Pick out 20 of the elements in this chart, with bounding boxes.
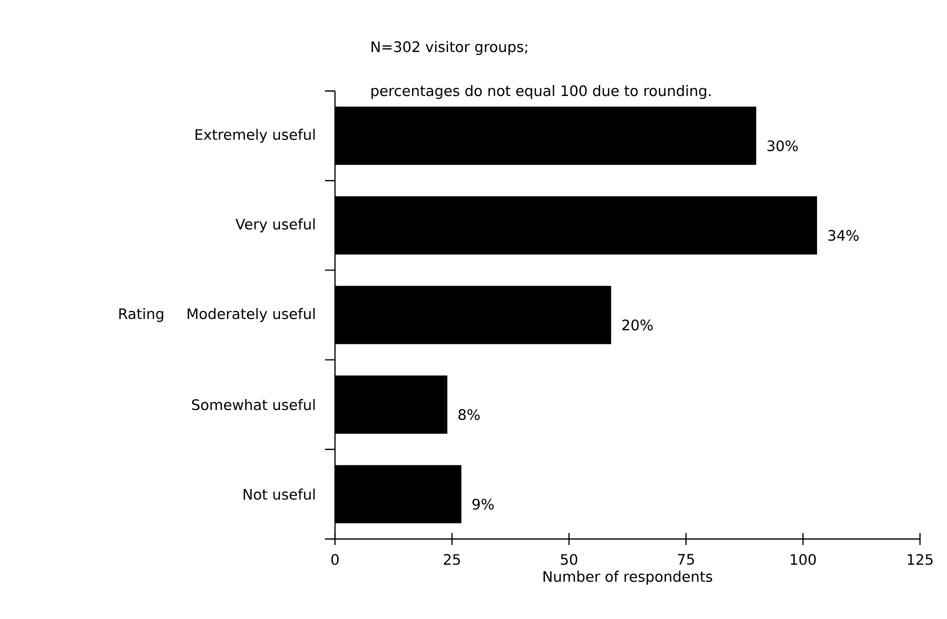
y-tick-label: Very useful [236, 218, 315, 232]
text: N=302 visitor groups; [372, 41, 528, 55]
x-tick-label: 50 [560, 554, 578, 565]
x-axis-title: Number of respondents [544, 570, 712, 585]
y-tick-label: Not useful [244, 488, 315, 500]
y-axis-title: Rating [119, 308, 164, 322]
annotation: 20% [622, 320, 653, 330]
y-tick-label: Extremely useful [196, 128, 315, 143]
annotation: 9% [472, 498, 494, 510]
x-tick-label: 0 [331, 554, 339, 565]
x-tick-label: 25 [444, 554, 460, 565]
x-tick-label: 125 [908, 554, 933, 565]
annotation: 30% [768, 140, 798, 152]
y-tick-label: Somewhat useful [192, 398, 315, 410]
x-tick-label: 100 [790, 554, 816, 565]
annotation: 8% [458, 409, 480, 420]
annotation: percentages do not equal 100 due to rounding. [372, 85, 710, 99]
y-tick-label: Moderately useful [188, 308, 315, 322]
annotation: 34% [828, 230, 859, 241]
x-tick-label: 75 [678, 554, 694, 565]
